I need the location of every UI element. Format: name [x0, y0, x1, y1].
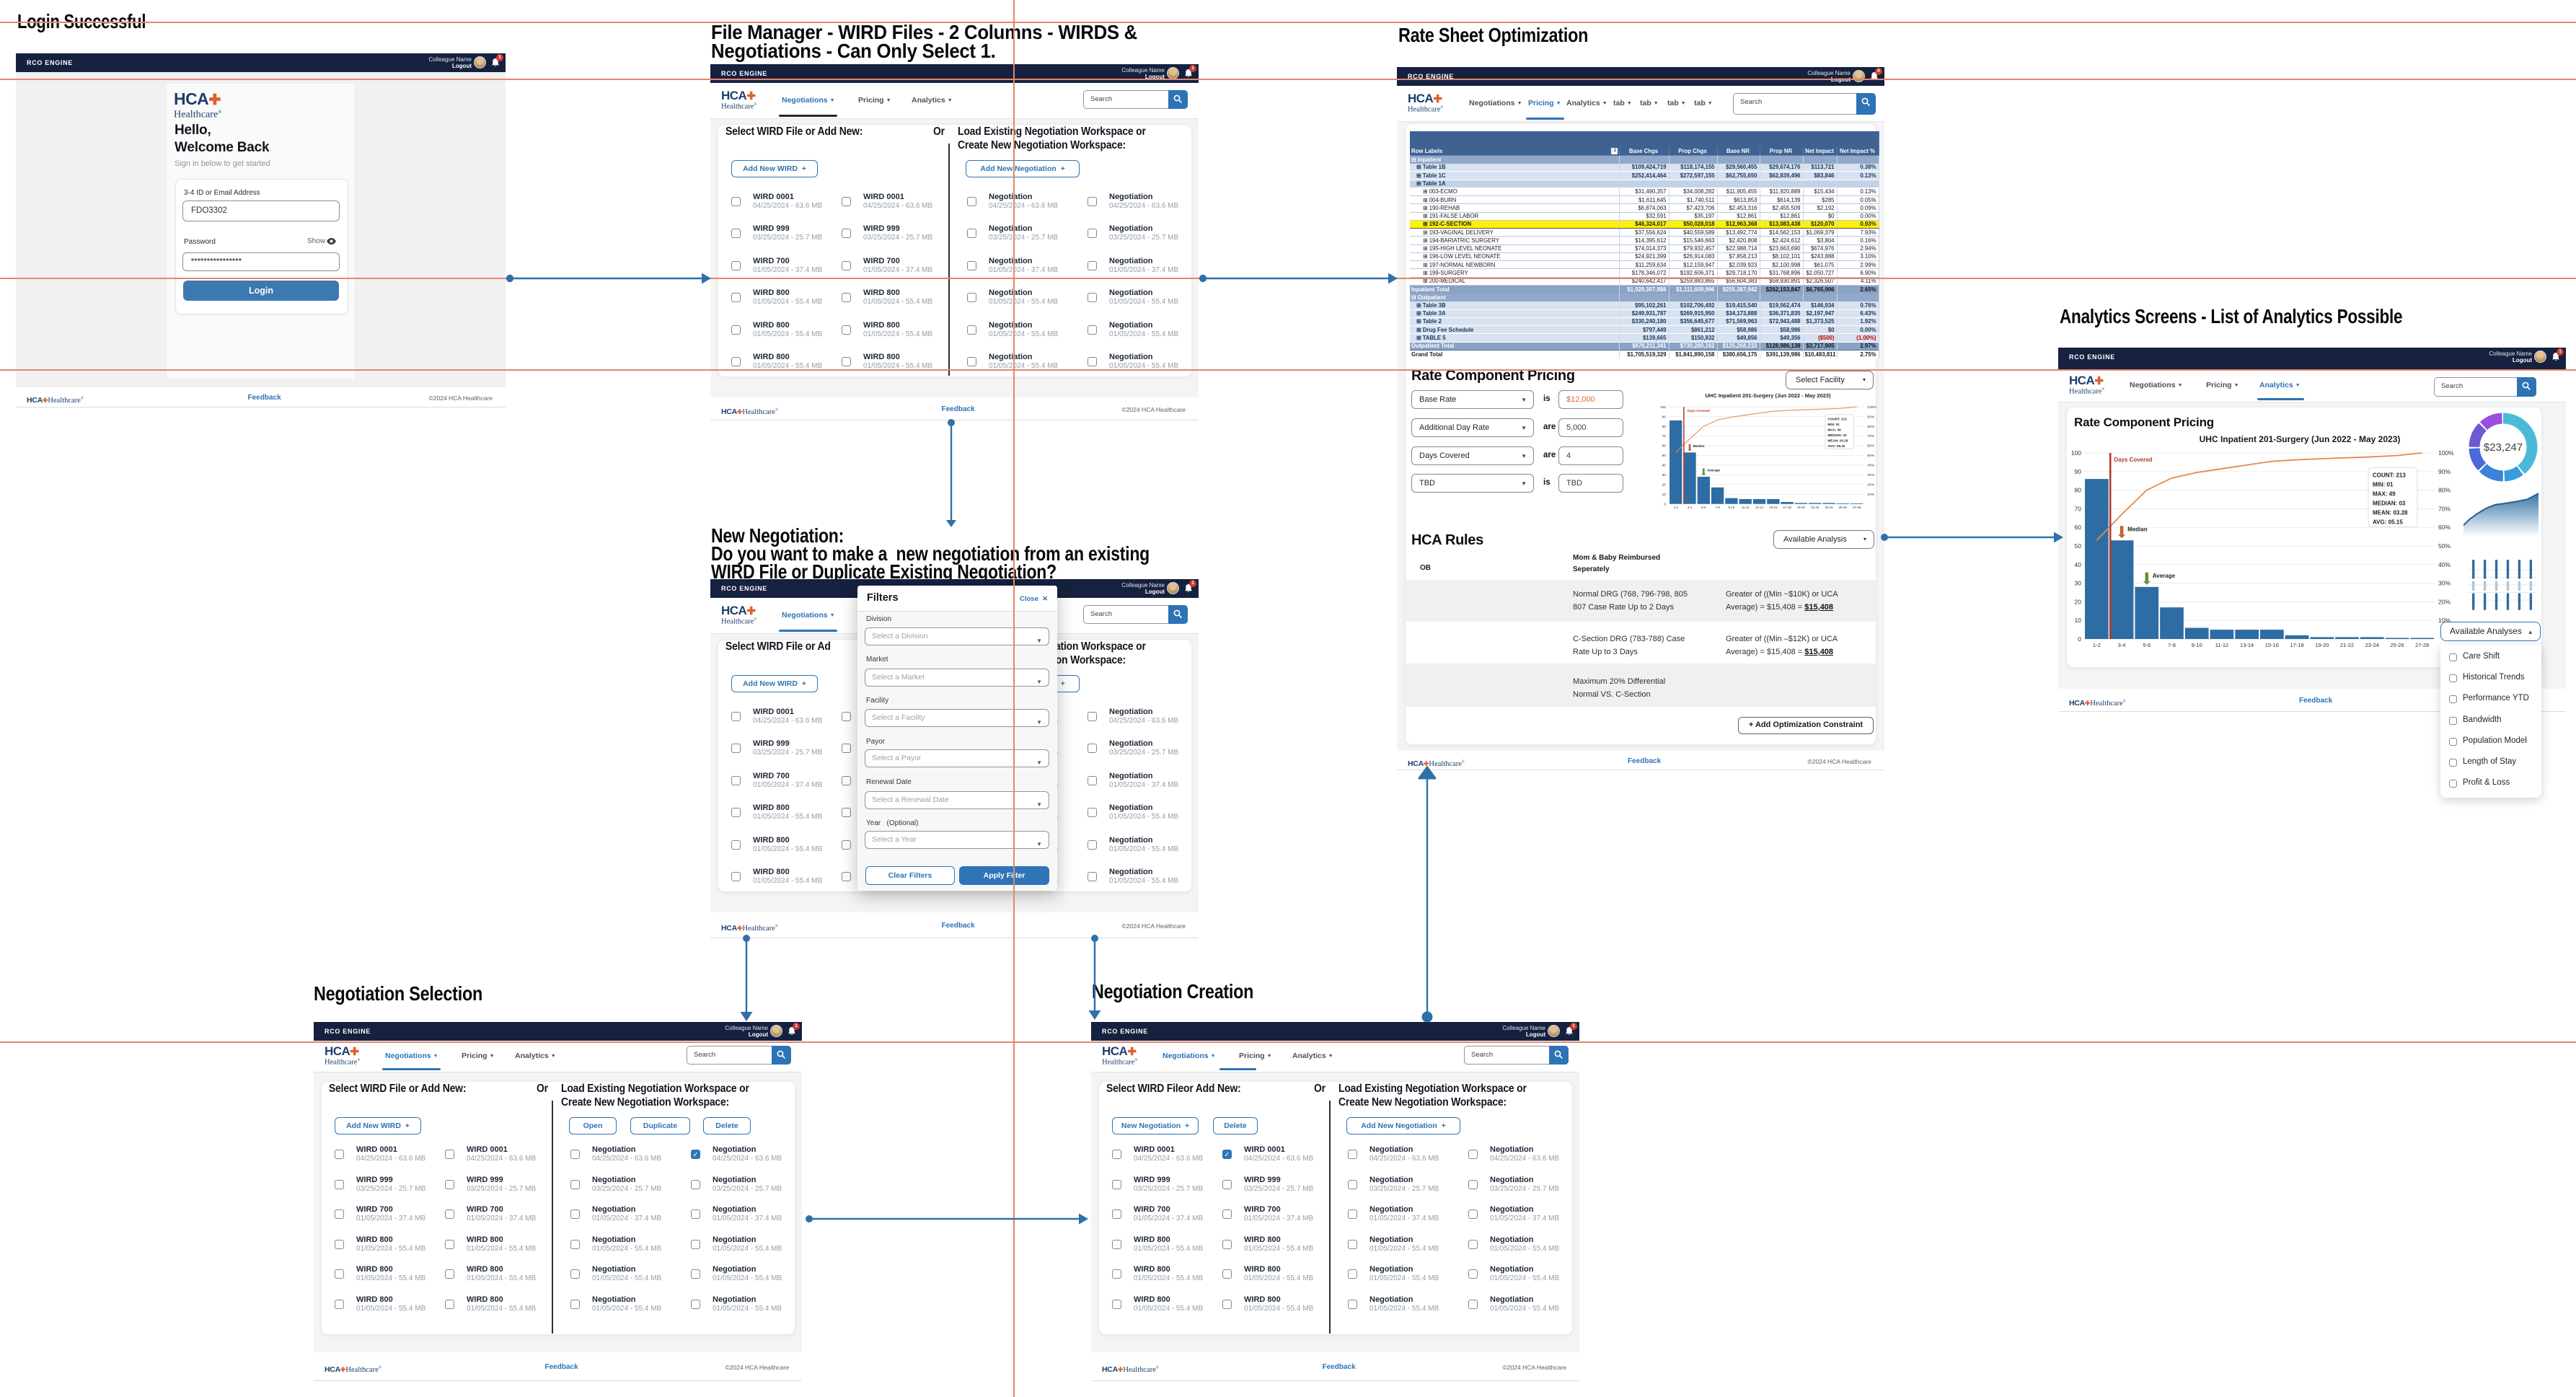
svg-text:MIN: 01: MIN: 01: [2373, 482, 2394, 488]
svg-text:80%: 80%: [1867, 425, 1874, 429]
svg-text:23-24: 23-24: [2365, 642, 2379, 648]
svg-text:27-28: 27-28: [2415, 642, 2429, 648]
svg-text:20%: 20%: [1867, 483, 1874, 488]
svg-text:AVG: 05.15: AVG: 05.15: [1827, 444, 1845, 448]
svg-text:90%: 90%: [1867, 415, 1874, 419]
svg-text:60%: 60%: [1867, 444, 1874, 449]
svg-text:20: 20: [2075, 598, 2082, 605]
svg-text:60: 60: [2075, 524, 2082, 531]
svg-text:Average: Average: [1707, 468, 1721, 472]
svg-text:60%: 60%: [2438, 524, 2451, 531]
svg-text:20%: 20%: [2438, 598, 2451, 605]
svg-text:40%: 40%: [2438, 561, 2451, 568]
svg-text:10%: 10%: [2438, 617, 2451, 624]
svg-text:MEAN: 03.28: MEAN: 03.28: [1827, 439, 1848, 443]
svg-text:MAX: 49: MAX: 49: [2373, 491, 2396, 498]
svg-text:AVG: 05.15: AVG: 05.15: [2373, 519, 2403, 526]
svg-text:Days Covered: Days Covered: [2114, 457, 2152, 463]
svg-text:3-4: 3-4: [1688, 506, 1693, 509]
svg-text:50%: 50%: [1867, 454, 1874, 458]
svg-text:19-20: 19-20: [2315, 642, 2329, 648]
svg-text:70%: 70%: [1867, 434, 1874, 439]
svg-text:19-20: 19-20: [1797, 506, 1806, 509]
svg-text:Median: Median: [1693, 444, 1705, 448]
svg-text:70%: 70%: [2438, 505, 2451, 512]
svg-text:20: 20: [1662, 483, 1667, 488]
svg-text:60: 60: [1662, 444, 1667, 449]
svg-text:40: 40: [2075, 561, 2082, 568]
svg-text:17-18: 17-18: [2290, 642, 2303, 648]
svg-text:80: 80: [2075, 487, 2082, 494]
svg-text:3-4: 3-4: [2118, 642, 2126, 648]
svg-text:1-2: 1-2: [1674, 506, 1679, 509]
svg-text:10: 10: [2075, 617, 2082, 624]
svg-text:11-12: 11-12: [1742, 506, 1750, 509]
svg-text:23-24: 23-24: [1825, 506, 1833, 509]
svg-text:0: 0: [2078, 635, 2081, 643]
svg-text:100: 100: [1660, 405, 1666, 410]
svg-text:Average: Average: [2153, 573, 2176, 579]
svg-text:MAX: 49: MAX: 49: [1827, 428, 1841, 432]
svg-text:70: 70: [1662, 434, 1667, 439]
svg-text:5-6: 5-6: [1701, 506, 1706, 509]
svg-text:13-14: 13-14: [1755, 506, 1764, 509]
svg-text:100%: 100%: [2438, 449, 2454, 457]
svg-text:15-16: 15-16: [2265, 642, 2279, 648]
svg-text:MEDIAN: 03: MEDIAN: 03: [2373, 501, 2406, 507]
svg-text:Days Covered: Days Covered: [1688, 409, 1710, 413]
svg-text:30%: 30%: [2438, 580, 2451, 587]
svg-text:30: 30: [2075, 580, 2082, 587]
svg-text:$23,247: $23,247: [2484, 441, 2523, 454]
svg-text:0: 0: [1664, 502, 1666, 506]
svg-text:1-2: 1-2: [2093, 642, 2101, 648]
svg-text:17-18: 17-18: [1783, 506, 1792, 509]
svg-text:25-26: 25-26: [2390, 642, 2404, 648]
svg-text:50%: 50%: [2438, 542, 2451, 550]
svg-text:21-22: 21-22: [2340, 642, 2354, 648]
svg-text:50: 50: [2075, 542, 2082, 550]
svg-text:70: 70: [2075, 505, 2082, 512]
svg-text:90%: 90%: [2438, 468, 2451, 475]
svg-text:11-12: 11-12: [2215, 642, 2229, 648]
svg-text:10%: 10%: [1867, 493, 1874, 497]
svg-text:25-26: 25-26: [1839, 506, 1848, 509]
svg-text:MEDIAN: 03: MEDIAN: 03: [1827, 433, 1847, 437]
svg-text:100%: 100%: [1867, 405, 1876, 410]
svg-text:COUNT: 213: COUNT: 213: [2373, 472, 2406, 479]
svg-text:100: 100: [2071, 449, 2081, 457]
svg-text:13-14: 13-14: [2240, 642, 2254, 648]
svg-text:COUNT: 213: COUNT: 213: [1827, 417, 1847, 420]
svg-text:15-16: 15-16: [1769, 506, 1778, 509]
svg-text:Median: Median: [2127, 526, 2148, 532]
svg-text:90: 90: [1662, 415, 1667, 419]
svg-text:7-8: 7-8: [2168, 642, 2176, 648]
svg-text:5-6: 5-6: [2143, 642, 2151, 648]
svg-text:80: 80: [1662, 425, 1667, 429]
svg-text:9-10: 9-10: [2192, 642, 2202, 648]
svg-text:50: 50: [1662, 454, 1667, 458]
svg-text:40: 40: [1662, 464, 1667, 468]
svg-text:21-22: 21-22: [1811, 506, 1819, 509]
svg-text:90: 90: [2075, 468, 2082, 475]
svg-text:27-28: 27-28: [1853, 506, 1861, 509]
svg-text:MEAN: 03.28: MEAN: 03.28: [2373, 510, 2408, 516]
svg-text:7-8: 7-8: [1715, 506, 1720, 509]
svg-text:10: 10: [1662, 493, 1667, 497]
svg-text:MIN: 01: MIN: 01: [1827, 423, 1840, 426]
svg-text:30%: 30%: [1867, 473, 1874, 477]
svg-text:30: 30: [1662, 473, 1667, 477]
svg-text:40%: 40%: [1867, 464, 1874, 468]
svg-text:9-10: 9-10: [1729, 506, 1735, 509]
svg-text:80%: 80%: [2438, 487, 2451, 494]
